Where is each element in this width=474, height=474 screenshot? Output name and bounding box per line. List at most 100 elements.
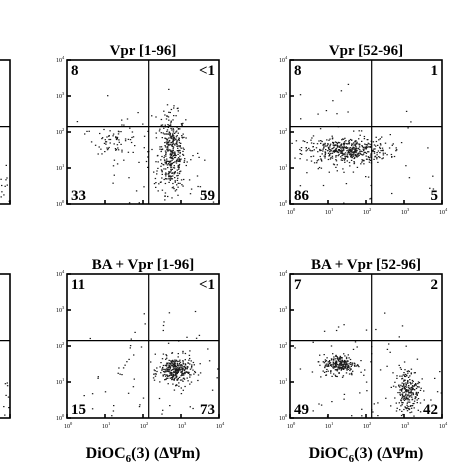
data-point	[174, 363, 176, 365]
data-point	[320, 149, 322, 151]
data-point	[177, 160, 179, 162]
data-point	[147, 166, 149, 168]
data-point	[166, 374, 168, 376]
data-point	[175, 136, 178, 138]
data-point	[410, 407, 413, 409]
data-point	[177, 364, 179, 367]
data-point	[118, 131, 120, 133]
data-point	[373, 151, 376, 153]
data-point	[351, 139, 353, 141]
data-point	[151, 115, 153, 117]
data-point	[170, 154, 172, 157]
data-point	[168, 362, 170, 364]
data-point	[376, 156, 378, 159]
data-point	[390, 386, 392, 388]
data-point	[145, 160, 148, 163]
data-point	[163, 368, 165, 370]
data-point	[345, 365, 347, 367]
data-point	[177, 177, 179, 179]
data-point	[160, 132, 162, 134]
data-point	[332, 163, 335, 165]
data-point	[339, 150, 342, 152]
data-point	[339, 355, 341, 357]
data-point	[144, 323, 146, 325]
data-point	[405, 389, 407, 391]
quadrant-label-lower-right: 5	[431, 188, 439, 204]
data-point	[408, 370, 410, 373]
data-point	[113, 143, 115, 145]
data-point	[190, 159, 192, 161]
data-point	[350, 152, 352, 154]
data-point	[154, 375, 157, 377]
data-point	[396, 407, 398, 409]
data-point	[366, 390, 368, 392]
data-point	[324, 157, 326, 159]
data-point	[166, 160, 168, 162]
data-point	[177, 132, 179, 134]
data-point	[343, 393, 346, 395]
data-point	[343, 159, 346, 161]
data-point	[195, 337, 198, 339]
data-point	[311, 371, 314, 373]
data-point	[401, 325, 404, 327]
data-point	[344, 152, 347, 154]
data-point	[389, 351, 391, 353]
data-point	[161, 137, 163, 139]
data-point	[167, 133, 169, 135]
data-point	[340, 364, 343, 366]
data-point	[347, 149, 349, 151]
data-point	[334, 150, 337, 152]
data-point	[171, 372, 173, 374]
data-point	[343, 171, 345, 173]
data-point	[332, 100, 334, 102]
data-point	[199, 363, 201, 365]
data-point	[164, 124, 166, 126]
data-point	[189, 376, 191, 378]
data-point	[348, 363, 350, 365]
data-point	[176, 169, 178, 171]
data-point	[86, 130, 88, 132]
data-point	[417, 409, 419, 411]
data-point	[172, 182, 174, 185]
data-point	[405, 393, 407, 395]
data-point	[164, 182, 167, 185]
x-axis-label: DiOC6(3) (ΔΨm)	[86, 445, 201, 465]
data-point	[154, 373, 156, 375]
data-point	[343, 361, 345, 363]
data-point	[390, 405, 392, 407]
data-point	[349, 149, 352, 151]
data-point	[306, 172, 308, 174]
data-point	[415, 392, 418, 395]
data-point	[172, 162, 175, 164]
data-point	[351, 157, 353, 159]
plot-frame	[66, 273, 220, 419]
data-point	[415, 391, 418, 393]
data-point	[367, 146, 369, 148]
data-point	[326, 150, 329, 152]
data-point	[329, 362, 331, 364]
data-point	[351, 144, 353, 147]
data-point	[150, 361, 152, 363]
data-point	[342, 138, 345, 140]
data-point	[334, 358, 336, 360]
data-point	[341, 362, 343, 364]
data-point	[329, 143, 332, 145]
data-point	[408, 399, 411, 401]
data-point	[182, 153, 184, 155]
data-point	[347, 156, 349, 158]
data-point	[180, 366, 182, 369]
data-point	[174, 177, 176, 179]
data-point	[106, 149, 109, 151]
data-point	[175, 377, 177, 379]
data-point	[162, 366, 164, 369]
data-point	[347, 150, 350, 152]
data-point	[165, 178, 167, 180]
data-point	[183, 136, 185, 138]
data-point	[172, 369, 174, 371]
data-point	[365, 147, 367, 149]
data-point	[168, 174, 170, 176]
data-point	[324, 364, 327, 366]
data-point	[325, 363, 328, 365]
data-point	[338, 372, 340, 374]
data-point	[167, 173, 170, 175]
